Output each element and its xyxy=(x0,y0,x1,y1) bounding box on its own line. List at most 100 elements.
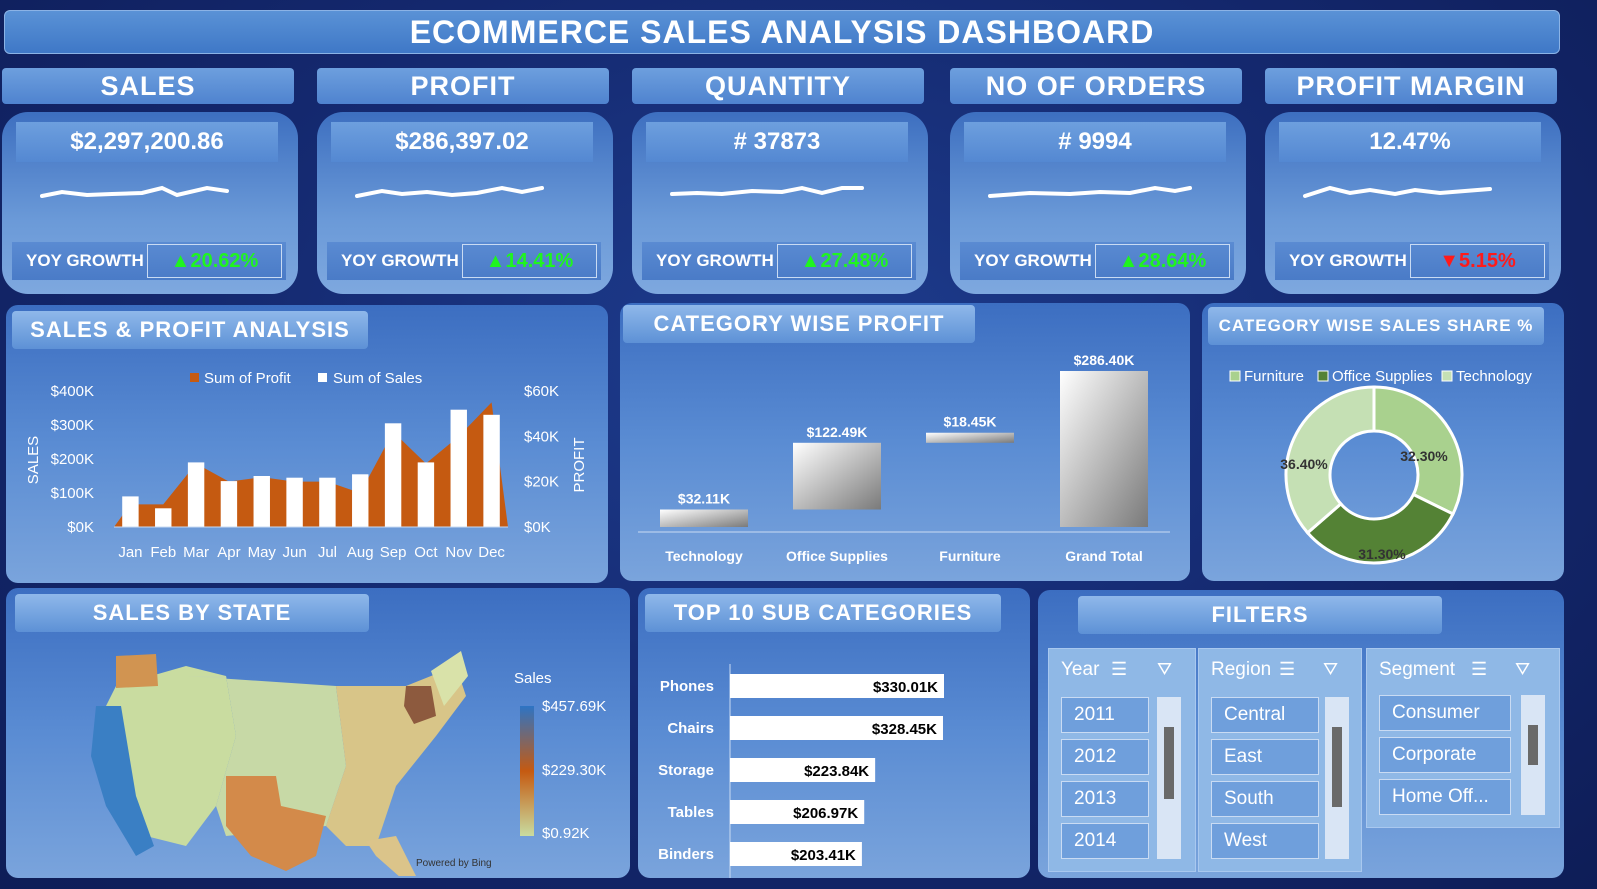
top10-bar xyxy=(730,758,876,782)
kpi-sparkline xyxy=(988,185,1192,198)
region-south[interactable]: South xyxy=(1211,781,1319,817)
segment-corporate[interactable]: Corporate xyxy=(1379,737,1511,773)
kpi-growth-row: YOY GROWTH ▼5.15% xyxy=(1275,242,1549,280)
sales-bar xyxy=(187,462,205,527)
top10-bar xyxy=(730,716,943,740)
waterfall-bar xyxy=(1060,371,1148,527)
sales-bar xyxy=(286,477,303,527)
multi-select-icon[interactable]: ☰ xyxy=(1111,659,1128,679)
region-slicer[interactable]: Region ☰ ⛛ Central East South West xyxy=(1198,648,1362,872)
waterfall-category: Technology xyxy=(665,548,743,564)
map-florida xyxy=(366,836,416,876)
sparkline-path xyxy=(988,185,1192,198)
clear-filter-icon[interactable]: ⛛ xyxy=(1515,659,1531,679)
kpi-title-1: PROFIT xyxy=(317,68,609,104)
map-washington xyxy=(116,654,158,688)
pie-slice-label: 32.30% xyxy=(1400,448,1448,464)
y-tick-label: $100K xyxy=(51,485,94,502)
waterfall-category: Office Supplies xyxy=(786,548,888,564)
multi-select-icon[interactable]: ☰ xyxy=(1471,659,1488,679)
kpi-title-0: SALES xyxy=(2,68,294,104)
kpi-growth-row: YOY GROWTH ▲27.48% xyxy=(642,242,916,280)
pie-slice xyxy=(1284,385,1376,535)
y-tick-label: $400K xyxy=(51,383,94,400)
year-scroll-thumb[interactable] xyxy=(1164,727,1174,799)
us-map[interactable] xyxy=(76,646,496,876)
kpi-value: $286,397.02 xyxy=(331,122,593,162)
category-share-panel: CATEGORY WISE SALES SHARE % Furniture Off… xyxy=(1202,303,1564,581)
sales-by-state-title: SALES BY STATE xyxy=(15,594,369,632)
segment-slicer[interactable]: Segment ☰ ⛛ Consumer Corporate Home Off.… xyxy=(1366,648,1560,828)
segment-scroll-thumb[interactable] xyxy=(1528,725,1538,765)
growth-label: YOY GROWTH xyxy=(1289,251,1407,270)
year-slicer[interactable]: Year ☰ ⛛ 2011 2012 2013 2014 xyxy=(1048,648,1196,872)
region-east[interactable]: East xyxy=(1211,739,1319,775)
year-scrollbar[interactable] xyxy=(1157,697,1181,859)
map-legend-scale xyxy=(520,706,534,836)
kpi-growth-row: YOY GROWTH ▲28.64% xyxy=(960,242,1234,280)
waterfall-bar xyxy=(660,509,748,527)
category-share-title: CATEGORY WISE SALES SHARE % xyxy=(1208,307,1544,345)
segment-home-office[interactable]: Home Off... xyxy=(1379,779,1511,815)
multi-select-icon[interactable]: ☰ xyxy=(1279,659,1296,679)
kpi-card-4: 12.47% YOY GROWTH ▼5.15% xyxy=(1265,112,1561,294)
segment-consumer[interactable]: Consumer xyxy=(1379,695,1511,731)
waterfall-label: $122.49K xyxy=(807,424,868,440)
year-2012[interactable]: 2012 xyxy=(1061,739,1149,775)
clear-filter-icon[interactable]: ⛛ xyxy=(1323,659,1339,679)
map-credit: Powered by Bing xyxy=(416,858,492,869)
top10-bar xyxy=(730,842,862,866)
map-legend-title: Sales xyxy=(514,670,552,687)
growth-label: YOY GROWTH xyxy=(341,251,459,270)
top10-bar xyxy=(730,800,865,824)
category-profit-panel: CATEGORY WISE PROFIT $32.11K Technology $1… xyxy=(620,303,1190,581)
kpi-title-2: QUANTITY xyxy=(632,68,924,104)
kpi-title-4: PROFIT MARGIN xyxy=(1265,68,1557,104)
profit-area xyxy=(114,402,508,527)
kpi-sparkline xyxy=(40,185,229,198)
waterfall-bar xyxy=(926,432,1014,443)
waterfall-label: $286.40K xyxy=(1074,352,1135,368)
region-scrollbar[interactable] xyxy=(1325,697,1349,859)
pie-slice xyxy=(1305,492,1455,565)
region-central[interactable]: Central xyxy=(1211,697,1319,733)
region-west[interactable]: West xyxy=(1211,823,1319,859)
pie-legend-swatch xyxy=(1317,370,1329,382)
region-slicer-title: Region xyxy=(1211,659,1272,680)
y-tick-label: $300K xyxy=(51,417,94,434)
clear-filter-icon[interactable]: ⛛ xyxy=(1157,659,1173,679)
top10-title: TOP 10 SUB CATEGORIES xyxy=(645,594,1001,632)
year-2013[interactable]: 2013 xyxy=(1061,781,1149,817)
top10-value: $206.97K xyxy=(793,805,858,822)
sparkline-path xyxy=(40,185,229,198)
segment-slicer-title: Segment xyxy=(1379,659,1456,680)
map-legend-mid: $229.30K xyxy=(542,762,607,779)
year-slicer-title: Year xyxy=(1061,659,1100,680)
x-tick-label: May xyxy=(248,544,277,561)
kpi-title-3: NO OF ORDERS xyxy=(950,68,1242,104)
x-tick-label: Apr xyxy=(217,544,240,561)
sales-profit-chart: Sum of Profit Sum of Sales $0K $100K $200K $3… xyxy=(25,370,588,561)
sparkline-path xyxy=(355,185,544,198)
waterfall-label: $32.11K xyxy=(678,491,730,507)
pie-legend-label: Office Supplies xyxy=(1332,368,1433,385)
growth-value: ▲14.41% xyxy=(462,244,597,278)
map-california xyxy=(91,706,154,856)
year-2014[interactable]: 2014 xyxy=(1061,823,1149,859)
segment-scrollbar[interactable] xyxy=(1521,695,1545,815)
sales-bar xyxy=(220,481,238,527)
top10-category: Storage xyxy=(658,762,714,779)
sales-bar xyxy=(155,508,172,527)
kpi-sparkline xyxy=(355,185,544,198)
legend-sales-swatch xyxy=(318,373,327,382)
map-legend-min: $0.92K xyxy=(542,825,590,842)
x-tick-label: Sep xyxy=(380,544,407,561)
region-scroll-thumb[interactable] xyxy=(1332,727,1342,807)
sparkline-path xyxy=(670,185,864,197)
year-2011[interactable]: 2011 xyxy=(1061,697,1149,733)
growth-label: YOY GROWTH xyxy=(26,251,144,270)
y-tick-label: $0K xyxy=(67,519,94,536)
kpi-growth-row: YOY GROWTH ▲20.62% xyxy=(12,242,286,280)
x-tick-label: Jun xyxy=(282,544,306,561)
kpi-card-0: $2,297,200.86 YOY GROWTH ▲20.62% xyxy=(2,112,298,294)
